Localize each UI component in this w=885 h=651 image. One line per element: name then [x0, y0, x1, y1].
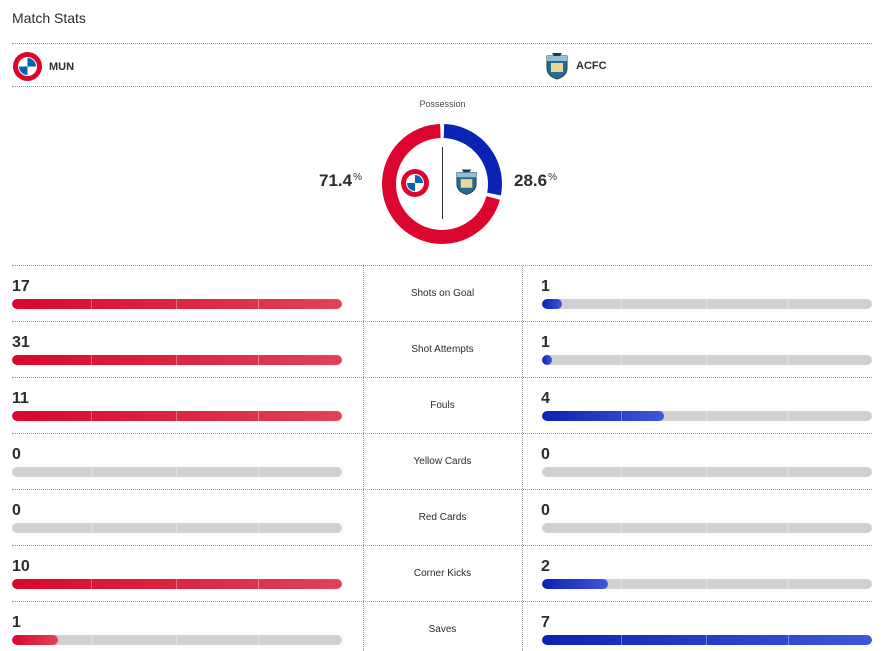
home-stat-bar-fill: [12, 635, 59, 645]
away-stat-bar-fill: [542, 635, 872, 645]
away-possession: 28.6%: [514, 171, 557, 191]
auckland-city-crest-icon: [456, 169, 477, 195]
home-team[interactable]: MUN: [13, 52, 74, 81]
home-stat-bar-fill: [12, 355, 342, 365]
stat-row: 0 Yellow Cards 0: [12, 433, 872, 489]
away-stat-bar: [542, 411, 872, 421]
away-stat-bar: [542, 523, 872, 533]
home-stat-bar: [12, 467, 342, 477]
column-divider: [363, 322, 364, 377]
away-stat-value: 2: [541, 558, 550, 575]
home-stat-bar-fill: [12, 299, 342, 309]
column-divider: [522, 434, 523, 489]
home-stat-value: 11: [12, 390, 29, 407]
home-stat-value: 0: [12, 502, 21, 519]
stat-row: 11 Fouls 4: [12, 377, 872, 433]
home-possession-unit: %: [353, 172, 362, 183]
home-stat-value: 1: [12, 614, 21, 631]
home-stat-bar: [12, 523, 342, 533]
column-divider: [363, 434, 364, 489]
column-divider: [522, 546, 523, 601]
column-divider: [522, 378, 523, 433]
away-stat-bar-fill: [542, 299, 562, 309]
home-team-abbr: MUN: [49, 60, 75, 73]
stat-row: 1 Saves 7: [12, 601, 872, 651]
home-possession: 71.4%: [319, 171, 362, 191]
away-stat-value: 1: [541, 334, 550, 351]
away-stat-value: 4: [541, 390, 550, 407]
possession-divider: [442, 147, 443, 219]
home-stat-value: 10: [12, 558, 30, 575]
column-divider: [522, 322, 523, 377]
column-divider: [363, 266, 364, 321]
away-team-abbr: ACFC: [576, 60, 607, 72]
away-stat-bar: [542, 635, 872, 645]
column-divider: [522, 266, 523, 321]
home-stat-bar: [12, 635, 342, 645]
stats-table: 17 Shots on Goal 1 31 Shot Attempts 1 11 Fouls 4…: [12, 265, 872, 651]
home-possession-value: 71.4: [319, 171, 353, 190]
stat-label: Yellow Cards: [413, 456, 472, 467]
away-stat-bar: [542, 299, 872, 309]
page-title: Match Stats: [12, 10, 86, 26]
stat-row: 17 Shots on Goal 1: [12, 265, 872, 321]
stat-label: Red Cards: [418, 512, 467, 523]
home-possession-arc: [382, 124, 502, 244]
column-divider: [363, 602, 364, 651]
away-stat-bar-fill: [542, 579, 608, 589]
stat-row: 0 Red Cards 0: [12, 489, 872, 545]
stat-label: Shots on Goal: [410, 288, 475, 299]
bayern-crest-icon: [13, 52, 42, 81]
column-divider: [522, 602, 523, 651]
away-stat-value: 0: [541, 446, 550, 463]
away-stat-value: 1: [541, 278, 550, 295]
possession-label: Possession: [419, 99, 466, 109]
away-stat-bar-fill: [542, 355, 552, 365]
home-stat-bar: [12, 355, 342, 365]
column-divider: [363, 546, 364, 601]
stat-label: Saves: [428, 624, 457, 635]
stat-label: Fouls: [430, 400, 455, 411]
column-divider: [522, 490, 523, 545]
away-stat-value: 7: [541, 614, 550, 631]
away-stat-value: 0: [541, 502, 550, 519]
away-stat-bar: [542, 355, 872, 365]
auckland-city-crest-icon: [546, 53, 568, 80]
home-stat-bar-fill: [12, 579, 342, 589]
away-stat-bar: [542, 579, 872, 589]
home-stat-value: 31: [12, 334, 30, 351]
teams-header: MUN ACFC: [12, 43, 872, 87]
away-possession-value: 28.6: [514, 171, 548, 190]
away-team[interactable]: ACFC: [545, 52, 607, 80]
bayern-crest-icon: [401, 169, 429, 197]
home-stat-bar: [12, 299, 342, 309]
stat-label: Shot Attempts: [411, 344, 474, 355]
home-stat-value: 17: [12, 278, 30, 295]
away-stat-bar-fill: [542, 411, 665, 421]
home-stat-bar-fill: [12, 411, 342, 421]
home-stat-bar: [12, 411, 342, 421]
home-stat-bar: [12, 579, 342, 589]
possession-donut: [382, 124, 502, 244]
stat-label: Corner Kicks: [413, 568, 472, 579]
stat-row: 10 Corner Kicks 2: [12, 545, 872, 601]
away-possession-arc: [382, 124, 502, 244]
home-stat-value: 0: [12, 446, 21, 463]
column-divider: [363, 490, 364, 545]
away-stat-bar: [542, 467, 872, 477]
stat-row: 31 Shot Attempts 1: [12, 321, 872, 377]
column-divider: [363, 378, 364, 433]
away-possession-unit: %: [548, 172, 557, 183]
